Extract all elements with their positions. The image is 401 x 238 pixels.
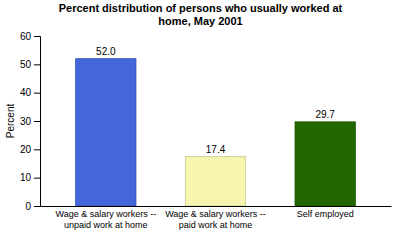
data-label: 52.0 [96,46,116,57]
tick-label-line: paid work at home [179,220,253,230]
tick-label-line: Self employed [297,209,354,219]
data-label: 29.7 [315,109,335,120]
title: Percent distribution of persons who usua… [59,2,343,27]
tick-mark [34,149,40,150]
tick: 40 [20,87,40,98]
tick-mark [34,178,40,179]
tick: 0 [25,201,40,212]
tick-label: 50 [20,59,32,70]
bar [76,59,136,206]
tick-label: 10 [20,172,32,183]
tick-label: Wage & salary workers --paid work at hom… [165,209,266,229]
tick: Self employed [297,206,354,219]
chart: Percent distribution of persons who usua… [0,0,401,238]
plot: 0102030405060Wage & salary workers --unp… [20,31,392,230]
tick-label-line: Wage & salary workers -- [165,209,266,219]
data-label: 17.4 [206,144,226,155]
tick-label: 40 [20,87,32,98]
tick-label: Wage & salary workers --unpaid work at h… [55,209,156,229]
tick-label: Self employed [297,209,354,219]
title-line: home, May 2001 [158,15,242,27]
tick-label-line: unpaid work at home [64,220,148,230]
tick: Wage & salary workers --unpaid work at h… [55,206,156,230]
axis-line [34,37,41,207]
tick-mark [34,206,40,207]
x-axis: Wage & salary workers --unpaid work at h… [41,206,392,230]
tick-label: 30 [20,116,32,127]
axis-line [41,206,392,207]
tick: 20 [20,144,40,155]
tick-label: 20 [20,144,32,155]
tick-mark [34,64,40,65]
tick-label: 0 [25,201,31,212]
tick-mark [34,36,40,37]
bar [185,157,245,206]
tick: Wage & salary workers --paid work at hom… [165,206,266,230]
y-label: Percent [5,104,16,139]
tick-mark [34,121,40,122]
y-axis: 0 10 20 30 40 50 60 [20,31,41,212]
tick: 60 [20,31,40,42]
tick: 10 [20,172,40,183]
bars [76,59,356,206]
tick-label-line: Wage & salary workers -- [55,209,156,219]
tick: 30 [20,116,40,127]
bar [295,122,355,206]
tick-label: 60 [20,31,32,42]
title-line: Percent distribution of persons who usua… [59,2,343,14]
tick: 50 [20,59,40,70]
tick-mark [34,93,40,94]
data-labels: 52.0 17.4 29.7 [96,46,335,155]
